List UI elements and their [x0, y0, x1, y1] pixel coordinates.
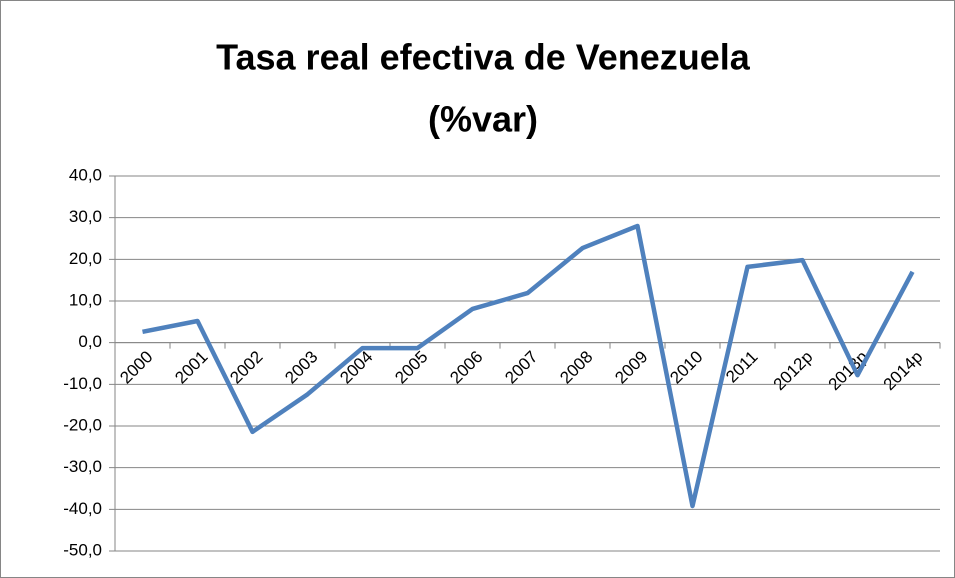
y-tick-label: 30,0	[69, 207, 102, 226]
chart-title: Tasa real efectiva de Venezuela	[216, 37, 751, 78]
y-tick-label: -40,0	[63, 499, 102, 518]
y-tick-label: -20,0	[63, 415, 102, 434]
y-tick-label: -50,0	[63, 540, 102, 559]
y-tick-label: -10,0	[63, 374, 102, 393]
y-tick-label: 20,0	[69, 249, 102, 268]
y-tick-label: 10,0	[69, 290, 102, 309]
data-line	[142, 223, 915, 509]
y-tick-label: -30,0	[63, 457, 102, 476]
y-tick-label: 0,0	[78, 332, 102, 351]
chart-title: (%var)	[428, 99, 538, 140]
y-tick-label: 40,0	[69, 165, 102, 184]
